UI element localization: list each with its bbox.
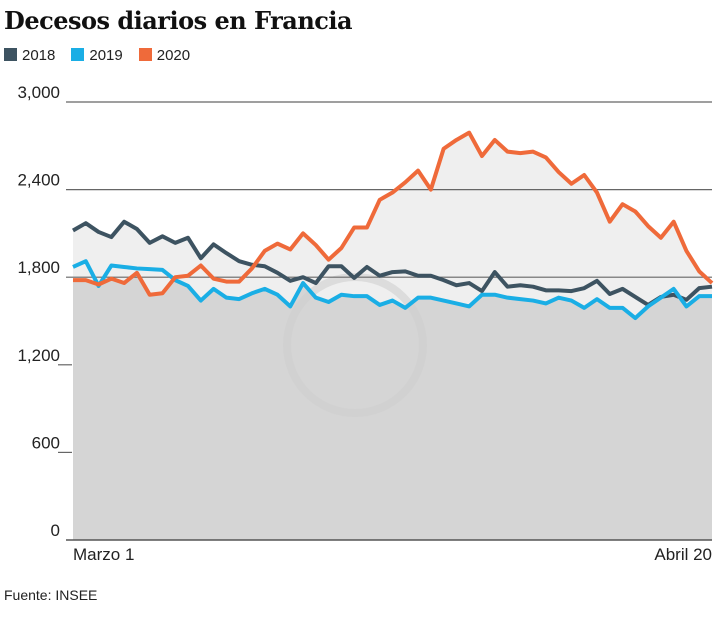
legend-label: 2019 <box>89 47 123 64</box>
x-tick-label: Abril 20 <box>654 545 712 564</box>
legend-swatch <box>4 48 17 61</box>
legend-swatch <box>138 48 152 61</box>
y-tick-label: 1,800 <box>17 258 60 277</box>
y-tick-label: 3,000 <box>17 83 60 102</box>
source-note: Fuente: INSEE <box>4 587 98 603</box>
series-line-2020 <box>73 130 714 297</box>
legend-item-2018: 2018 <box>4 47 55 64</box>
chart-title: Decesos diarios en Francia <box>4 6 353 35</box>
y-tick-label: 0 <box>51 521 60 540</box>
y-tick-label: 1,200 <box>17 346 60 365</box>
series-line-2018 <box>72 219 713 307</box>
legend-label: 2018 <box>22 47 56 64</box>
y-tick-label: 600 <box>32 433 60 452</box>
legend-item-2020: 2020 <box>138 47 191 64</box>
x-tick-label: Marzo 1 <box>73 545 134 564</box>
legend-item-2019: 2019 <box>71 47 123 64</box>
legend-label: 2020 <box>156 47 191 64</box>
y-tick-label: 2,400 <box>17 171 60 190</box>
series-line-2019 <box>72 259 712 321</box>
legend-swatch <box>71 48 85 61</box>
legend: 2018 2019 2020 <box>4 47 190 64</box>
